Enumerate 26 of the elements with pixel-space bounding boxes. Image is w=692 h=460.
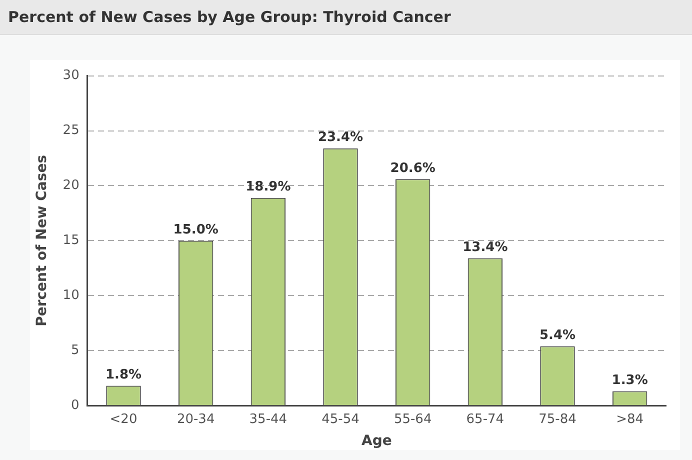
- data-label: 13.4%: [462, 240, 508, 256]
- y-tick-label: 10: [62, 288, 80, 304]
- data-label: 23.4%: [318, 130, 364, 146]
- data-label: 20.6%: [390, 161, 436, 176]
- x-axis-title: Age: [361, 433, 392, 450]
- data-label: 5.4%: [539, 328, 576, 344]
- y-axis-title: Percent of New Cases: [34, 154, 50, 326]
- x-tick-label: 65-74: [466, 412, 504, 427]
- x-tick-label: 75-84: [538, 412, 576, 427]
- y-tick-label: 5: [71, 343, 80, 358]
- x-tick-label: 20-34: [176, 412, 215, 427]
- y-tick-label: 30: [62, 68, 80, 84]
- data-label: 18.9%: [246, 180, 291, 195]
- x-tick-label: 45-54: [322, 412, 360, 427]
- data-label: 1.8%: [105, 368, 142, 383]
- x-tick-label: 55-64: [394, 412, 432, 427]
- y-tick-label: 0: [71, 398, 80, 413]
- x-tick-label: <20: [110, 412, 138, 427]
- chart-title: Percent of New Cases by Age Group: Thyroid Cancer: [0, 0, 692, 35]
- x-tick-label: >84: [616, 412, 644, 427]
- y-tick-label: 20: [62, 178, 80, 194]
- data-label: 1.3%: [612, 373, 648, 388]
- y-tick-label: 15: [62, 233, 80, 248]
- y-tick-label: 25: [62, 123, 80, 138]
- data-label: 15.0%: [173, 222, 218, 238]
- x-tick-label: 35-44: [249, 412, 288, 427]
